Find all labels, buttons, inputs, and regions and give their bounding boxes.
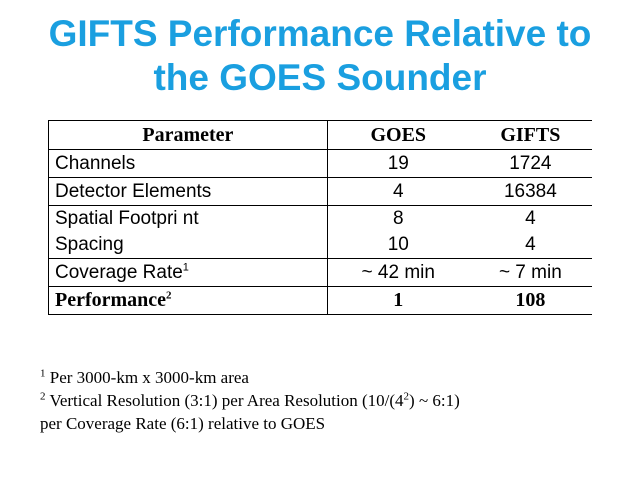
cell-goes: 8 10 (326, 205, 469, 259)
footnote-2-exponent: 2 (403, 390, 410, 403)
cell-goes: ~ 42 min (326, 258, 469, 287)
value-footprint-goes: 8 (392, 208, 404, 229)
value-footprint-gifts: 4 (525, 208, 536, 229)
cell-gifts: 4 4 (468, 205, 592, 259)
footnotes: 1 Per 3000-km x 3000-km area 2 Vertical … (40, 366, 620, 435)
footnote-marker-2: 2 (40, 390, 46, 403)
cell-gifts: 16384 (468, 177, 592, 206)
value-spacing-gifts: 4 (525, 234, 536, 255)
cell-goes: 1 (326, 286, 469, 315)
label-spacing: Spacing (55, 234, 124, 255)
cell-parameter: Performance2 (48, 286, 328, 315)
value-spacing-goes: 10 (387, 234, 409, 255)
cell-goes: 4 (326, 177, 469, 206)
table-header-row: Parameter GOES GIFTS (48, 120, 592, 150)
footnote-ref-2: 2 (166, 289, 172, 302)
cell-goes: 19 (326, 149, 469, 178)
slide-title-line-1: GIFTS Performance Relative to (48, 13, 592, 54)
footnote-2: 2 Vertical Resolution (3:1) per Area Res… (40, 389, 620, 412)
cell-gifts: 1724 (468, 149, 592, 178)
footnote-2-text-b: ) ~ 6:1) (409, 391, 460, 410)
table-row-coverage-rate: Coverage Rate1 ~ 42 min ~ 7 min (48, 258, 592, 287)
cell-gifts: 108 (468, 286, 592, 315)
label-footprint: Spatial Footpri nt (55, 208, 199, 229)
cell-parameter: Coverage Rate1 (48, 258, 328, 287)
slide-title-line-2: the GOES Sounder (153, 57, 487, 98)
footnote-1: 1 Per 3000-km x 3000-km area (40, 366, 620, 389)
cell-gifts: ~ 7 min (468, 258, 592, 287)
footnote-marker-1: 1 (40, 367, 46, 380)
footnote-1-text: Per 3000-km x 3000-km area (45, 368, 249, 387)
footnote-ref-1: 1 (182, 261, 189, 274)
label-performance: Performance (55, 289, 167, 311)
label-coverage: Coverage Rate (55, 261, 183, 283)
header-gifts: GIFTS (468, 120, 592, 150)
footnote-2-text-a: Vertical Resolution (3:1) per Area Resol… (45, 391, 404, 410)
cell-parameter: Channels (48, 149, 328, 178)
performance-table: Parameter GOES GIFTS Channels 19 1724 De… (48, 120, 592, 315)
header-parameter: Parameter (48, 120, 328, 150)
cell-parameter: Detector Elements (48, 177, 328, 206)
table-row-performance: Performance2 1 108 (48, 286, 592, 315)
cell-parameter: Spatial Footpri nt Spacing (48, 205, 328, 259)
footnote-2-line-2: per Coverage Rate (6:1) relative to GOES (40, 414, 326, 433)
slide-title: GIFTS Performance Relative to the GOES S… (0, 12, 640, 100)
header-goes: GOES (326, 120, 469, 150)
table-row-spatial: Spatial Footpri nt Spacing 8 10 4 4 (48, 205, 592, 259)
table-row-detector-elements: Detector Elements 4 16384 (48, 177, 592, 206)
table-row-channels: Channels 19 1724 (48, 149, 592, 178)
